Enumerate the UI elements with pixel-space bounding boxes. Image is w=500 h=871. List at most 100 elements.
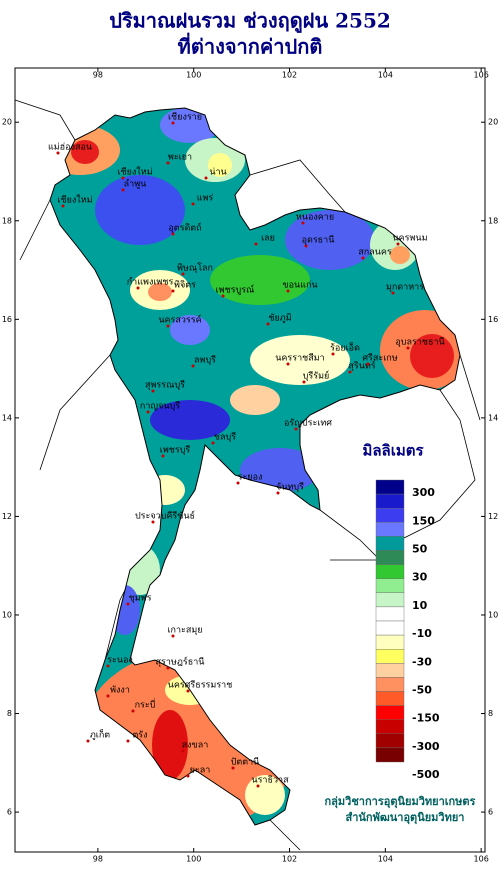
lat-label: 12 bbox=[488, 512, 498, 521]
legend-swatch bbox=[375, 564, 405, 579]
legend-label: -30 bbox=[412, 655, 432, 668]
legend-swatch bbox=[375, 677, 405, 692]
credit: สำนักพัฒนาอุตุนิยมวิทยา bbox=[346, 811, 465, 825]
legend-label: 30 bbox=[412, 571, 428, 584]
province-label: อรัญประเทศ bbox=[284, 419, 332, 429]
title: ที่ต่างจากค่าปกติ bbox=[178, 32, 323, 59]
station-dot bbox=[151, 520, 155, 524]
province-label: แม่ฮ่องสอน bbox=[48, 143, 92, 153]
station-dot bbox=[391, 291, 395, 295]
station-dot bbox=[406, 346, 410, 350]
station-dot bbox=[146, 410, 150, 414]
legend-swatch bbox=[375, 536, 405, 551]
station-dot bbox=[254, 242, 258, 246]
legend-label: 300 bbox=[412, 486, 435, 499]
province-label: นครสวรรค์ bbox=[158, 314, 201, 326]
province-label: บุรีรัมย์ bbox=[303, 370, 330, 382]
station-dot bbox=[151, 389, 155, 393]
province-label: ชุมพร bbox=[129, 594, 152, 604]
province-label: ขอนแก่น bbox=[282, 281, 317, 291]
station-dot bbox=[366, 362, 370, 366]
station-dot bbox=[186, 689, 190, 693]
legend-label: 10 bbox=[412, 599, 428, 612]
station-dot bbox=[171, 634, 175, 638]
province-label: เชียงราย bbox=[168, 112, 202, 123]
province-label: หนองคาย bbox=[296, 213, 334, 223]
province-label: สกลนคร bbox=[358, 248, 392, 258]
station-dot bbox=[121, 188, 125, 192]
province-label: สงขลา bbox=[182, 741, 209, 751]
province-label: เชียงใหม่ bbox=[57, 195, 92, 206]
province-label: ระนอง bbox=[107, 656, 133, 666]
station-dot bbox=[161, 454, 165, 458]
lon-label: 100 bbox=[186, 855, 201, 864]
lon-label: 106 bbox=[474, 71, 489, 80]
credit: กลุ่มวิชาการอุตุนิยมวิทยาเกษตร bbox=[325, 795, 476, 809]
province-label: กาญจนบุรี bbox=[140, 401, 180, 412]
lat-label: 6 bbox=[488, 808, 493, 817]
province-label: นราธิวาส bbox=[251, 775, 289, 786]
legend-swatch bbox=[375, 592, 405, 608]
province-label: จันทบุรี bbox=[276, 482, 304, 493]
lat-label: 18 bbox=[2, 216, 12, 225]
station-dot bbox=[302, 380, 306, 384]
province-label: กำแพงเพชร bbox=[127, 277, 174, 288]
station-dot bbox=[126, 602, 130, 606]
province-label: น่าน bbox=[209, 168, 226, 178]
province-label: นครพนม bbox=[392, 234, 427, 244]
station-dot bbox=[191, 364, 195, 368]
legend-swatch bbox=[375, 479, 405, 495]
lat-label: 20 bbox=[2, 118, 12, 127]
legend-swatch bbox=[375, 620, 405, 636]
lon-label: 98 bbox=[93, 855, 103, 864]
province-label: นครศรีธรรมราช bbox=[168, 680, 233, 691]
province-label: เชียงใหม่ bbox=[117, 167, 152, 178]
station-dot bbox=[348, 370, 352, 374]
province-label: เพชรบุรี bbox=[160, 445, 191, 456]
province-label: ศรีสะเกษ bbox=[362, 353, 397, 364]
station-dot bbox=[86, 739, 90, 743]
province-label: อุบลราชธานี bbox=[395, 337, 444, 348]
legend-swatch bbox=[375, 733, 405, 749]
province-label: เพชรบูรณ์ bbox=[216, 284, 255, 296]
province-label: ลำพูน bbox=[124, 179, 147, 190]
station-dot bbox=[56, 151, 60, 155]
station-dot bbox=[166, 324, 170, 328]
lat-label: 18 bbox=[488, 216, 498, 225]
station-dot bbox=[121, 176, 125, 180]
title: ปริมาณฝนรวม ช่วงฤดูฝน 2552 bbox=[109, 9, 391, 35]
legend-label: -300 bbox=[412, 740, 440, 753]
lon-label: 104 bbox=[378, 71, 393, 80]
lon-label: 106 bbox=[474, 855, 489, 864]
province-label: แพร่ bbox=[197, 194, 214, 204]
province-label: ยะลา bbox=[190, 766, 211, 776]
station-dot bbox=[171, 232, 175, 236]
lon-label: 104 bbox=[378, 855, 393, 864]
lon-label: 102 bbox=[282, 71, 297, 80]
station-dot bbox=[286, 362, 290, 366]
lat-label: 16 bbox=[2, 315, 12, 324]
legend-label: -150 bbox=[412, 712, 440, 725]
lat-label: 12 bbox=[2, 512, 12, 521]
legend-swatch bbox=[375, 705, 405, 720]
legend-title: มิลลิเมตร bbox=[362, 442, 424, 460]
legend-swatch bbox=[375, 691, 405, 706]
station-dot bbox=[181, 749, 185, 753]
legend-swatch bbox=[375, 606, 405, 622]
legend-swatch bbox=[375, 649, 405, 664]
legend-swatch bbox=[375, 634, 405, 650]
province-label: ระยอง bbox=[238, 473, 263, 483]
station-dot bbox=[301, 221, 305, 225]
station-dot bbox=[61, 204, 65, 208]
province-label: ประจวบคีรีขันธ์ bbox=[135, 510, 195, 522]
province-label: พะเยา bbox=[168, 153, 192, 163]
province-label: เลย bbox=[261, 234, 275, 244]
province-label: ภูเก็ต bbox=[90, 728, 110, 741]
province-label: นครราชสีมา bbox=[275, 353, 324, 364]
legend-label: -10 bbox=[412, 627, 432, 640]
lat-label: 10 bbox=[488, 610, 498, 619]
station-dot bbox=[231, 766, 235, 770]
lon-label: 102 bbox=[282, 855, 297, 864]
lat-label: 10 bbox=[2, 610, 12, 619]
province-label: มุกดาหาร bbox=[386, 283, 424, 293]
